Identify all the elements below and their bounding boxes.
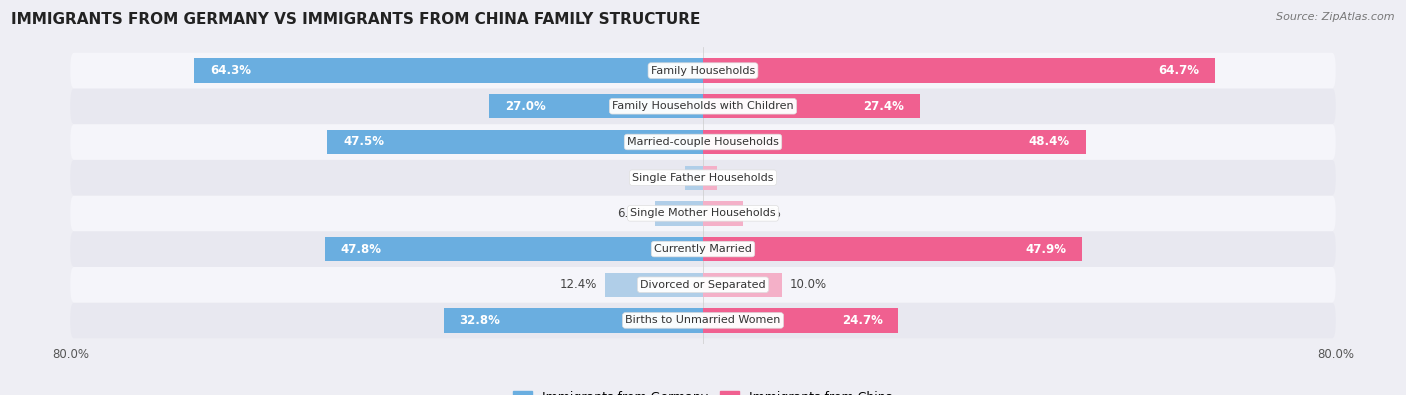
FancyBboxPatch shape — [70, 267, 1336, 303]
Bar — [703, 237, 1081, 261]
Text: 32.8%: 32.8% — [460, 314, 501, 327]
FancyBboxPatch shape — [70, 53, 1336, 88]
FancyBboxPatch shape — [70, 88, 1336, 124]
Text: Single Mother Households: Single Mother Households — [630, 209, 776, 218]
Bar — [655, 201, 703, 226]
Text: 27.0%: 27.0% — [505, 100, 546, 113]
Text: 64.3%: 64.3% — [211, 64, 252, 77]
Bar — [703, 166, 717, 190]
Text: 5.1%: 5.1% — [751, 207, 780, 220]
Text: 6.1%: 6.1% — [617, 207, 647, 220]
Bar — [328, 130, 703, 154]
Text: 64.7%: 64.7% — [1159, 64, 1199, 77]
Bar — [703, 273, 782, 297]
Legend: Immigrants from Germany, Immigrants from China: Immigrants from Germany, Immigrants from… — [508, 386, 898, 395]
Bar — [444, 308, 703, 333]
Bar — [605, 273, 703, 297]
FancyBboxPatch shape — [70, 231, 1336, 267]
Text: Currently Married: Currently Married — [654, 244, 752, 254]
Text: Divorced or Separated: Divorced or Separated — [640, 280, 766, 290]
Bar — [703, 130, 1085, 154]
Bar — [194, 58, 703, 83]
Text: 47.5%: 47.5% — [343, 135, 384, 149]
Text: 24.7%: 24.7% — [842, 314, 883, 327]
Text: Family Households: Family Households — [651, 66, 755, 75]
Bar — [489, 94, 703, 118]
FancyBboxPatch shape — [70, 124, 1336, 160]
Text: 48.4%: 48.4% — [1029, 135, 1070, 149]
FancyBboxPatch shape — [70, 196, 1336, 231]
Text: 1.8%: 1.8% — [725, 171, 755, 184]
Text: 2.3%: 2.3% — [647, 171, 676, 184]
Text: 47.9%: 47.9% — [1025, 243, 1066, 256]
Text: IMMIGRANTS FROM GERMANY VS IMMIGRANTS FROM CHINA FAMILY STRUCTURE: IMMIGRANTS FROM GERMANY VS IMMIGRANTS FR… — [11, 12, 700, 27]
Bar — [325, 237, 703, 261]
Text: Source: ZipAtlas.com: Source: ZipAtlas.com — [1277, 12, 1395, 22]
FancyBboxPatch shape — [70, 160, 1336, 196]
Text: Births to Unmarried Women: Births to Unmarried Women — [626, 316, 780, 325]
Text: 12.4%: 12.4% — [560, 278, 598, 291]
Text: 47.8%: 47.8% — [340, 243, 382, 256]
Bar — [703, 58, 1215, 83]
Bar — [703, 201, 744, 226]
Text: 10.0%: 10.0% — [790, 278, 827, 291]
Text: Married-couple Households: Married-couple Households — [627, 137, 779, 147]
Bar — [703, 94, 920, 118]
Text: Family Households with Children: Family Households with Children — [612, 101, 794, 111]
Bar — [685, 166, 703, 190]
FancyBboxPatch shape — [70, 303, 1336, 338]
Text: 27.4%: 27.4% — [863, 100, 904, 113]
Bar — [703, 308, 898, 333]
Text: Single Father Households: Single Father Households — [633, 173, 773, 182]
